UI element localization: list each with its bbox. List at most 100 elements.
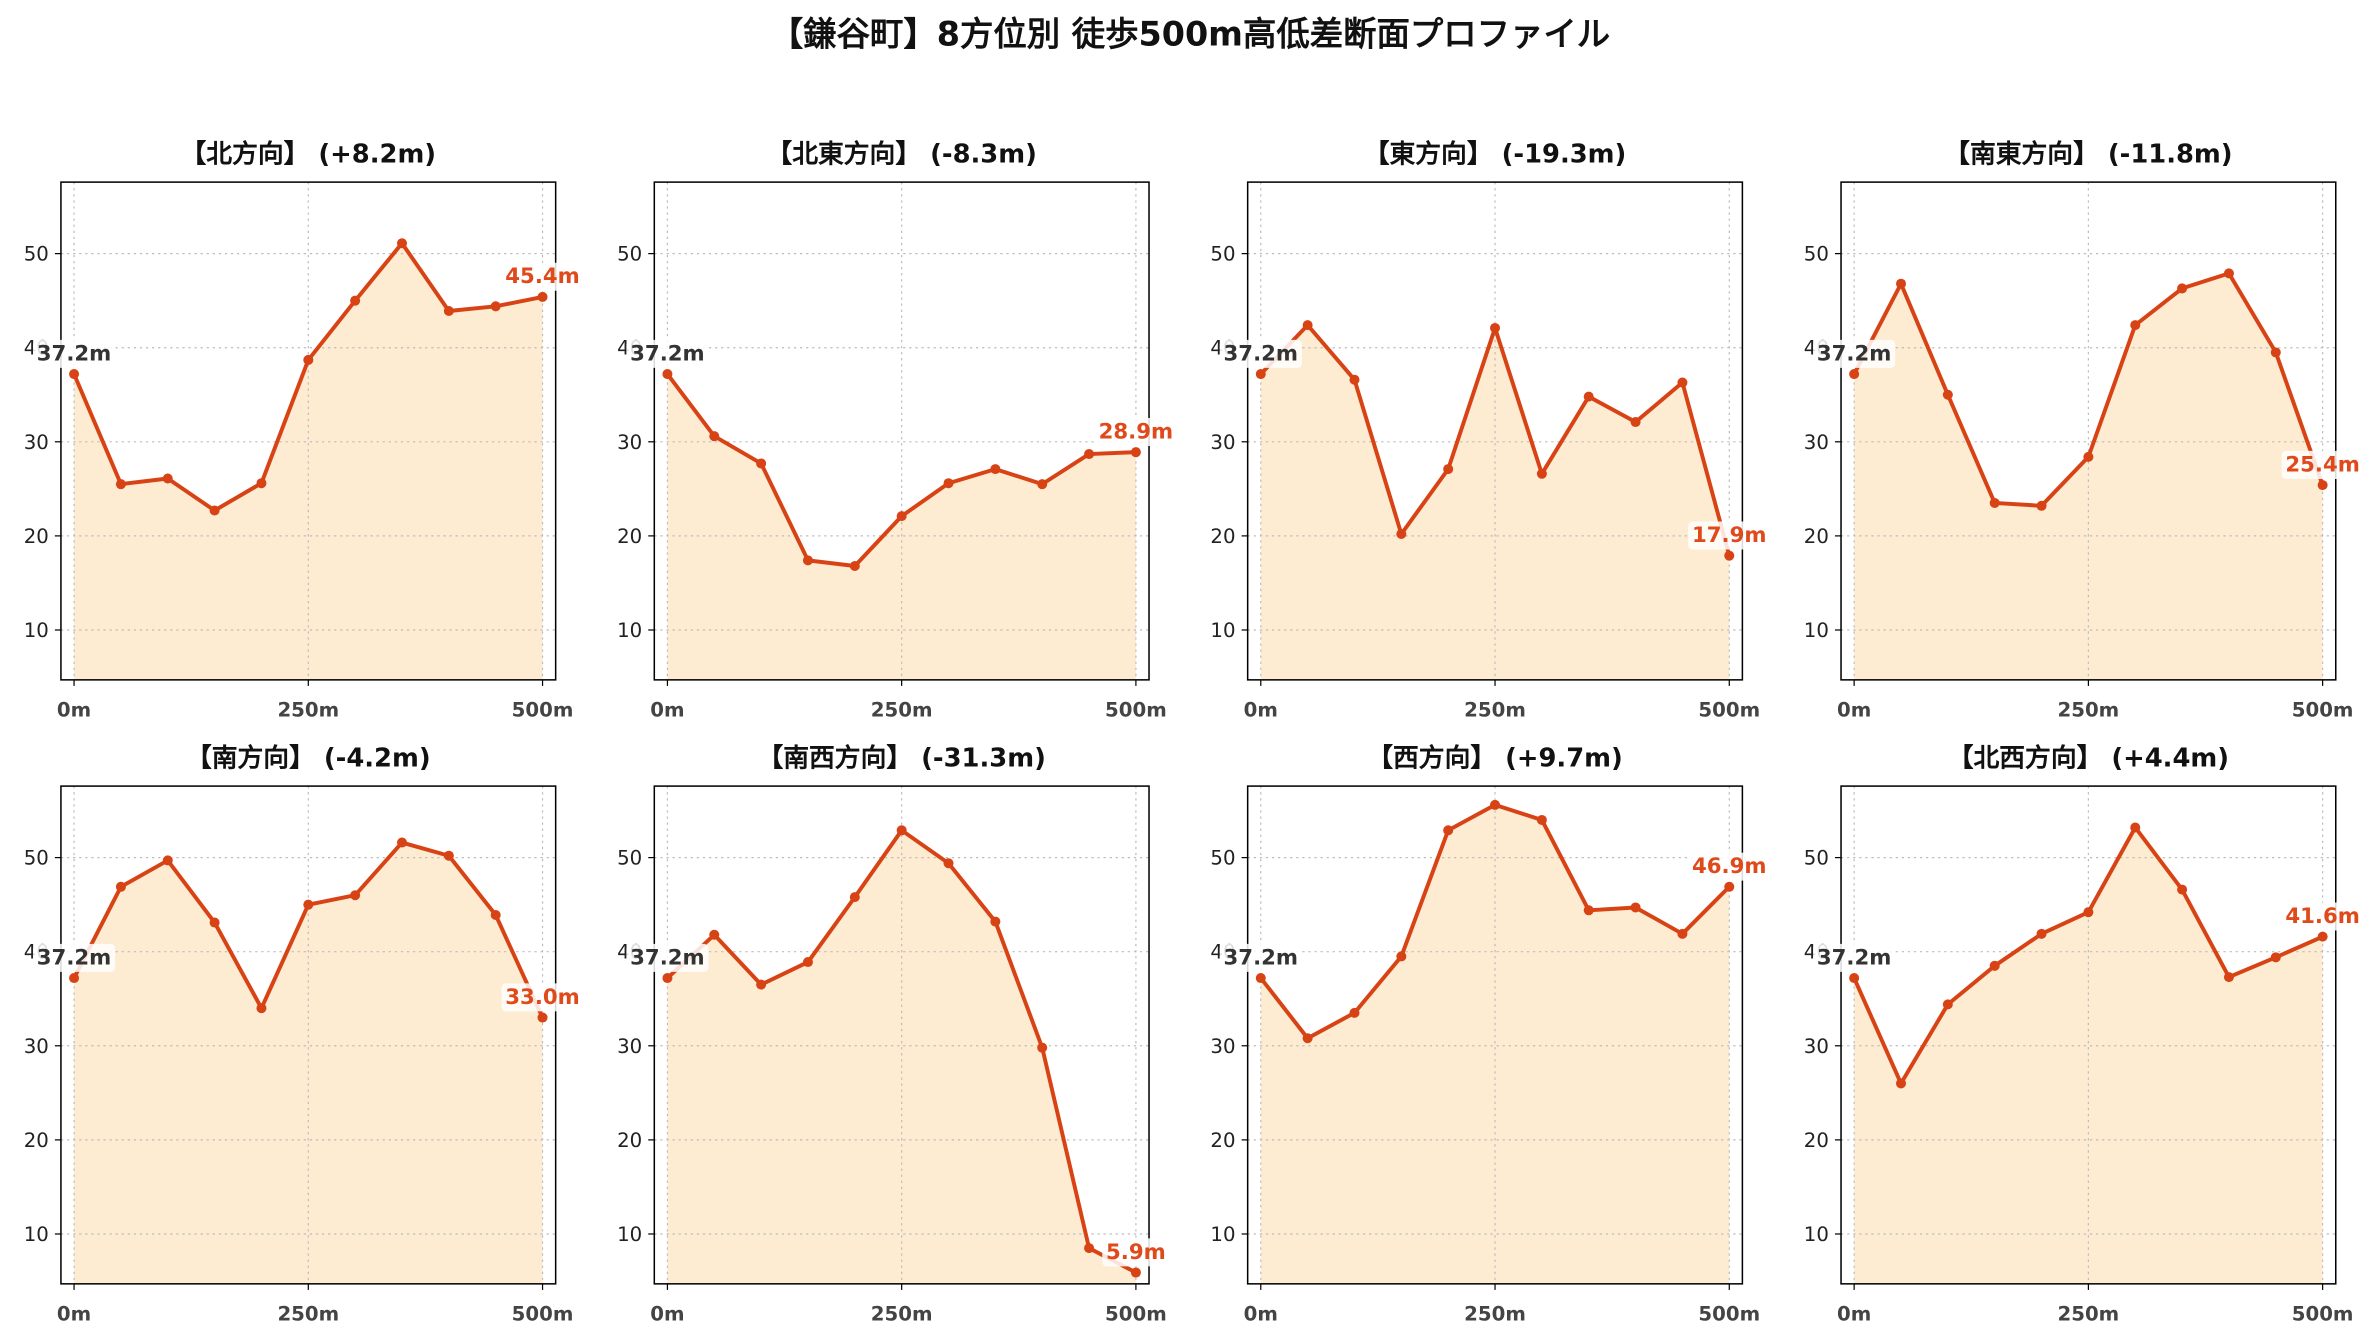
x-tick-label: 250m bbox=[277, 698, 339, 721]
subplot-title: 【北方向】 (+8.2m) bbox=[181, 138, 437, 169]
y-tick-label: 30 bbox=[1804, 431, 1829, 454]
elevation-area bbox=[1854, 273, 2323, 680]
subplot-grid: 【北方向】 (+8.2m)10203040500m250m500m37.2m45… bbox=[24, 138, 2364, 1325]
subplot-title: 【南東方向】 (-11.8m) bbox=[1944, 138, 2232, 169]
data-point bbox=[1989, 497, 2000, 508]
data-point bbox=[1255, 369, 1266, 380]
y-tick-label: 20 bbox=[1804, 525, 1829, 548]
data-point bbox=[2130, 320, 2141, 331]
data-point bbox=[802, 957, 813, 968]
y-tick-label: 30 bbox=[24, 431, 49, 454]
subplot-title: 【南方向】 (-4.2m) bbox=[186, 742, 431, 773]
data-point bbox=[303, 899, 314, 910]
data-point bbox=[849, 892, 860, 903]
axes-frame bbox=[1840, 181, 2337, 681]
y-tick-label: 50 bbox=[1210, 243, 1235, 266]
data-point bbox=[1443, 464, 1454, 475]
start-label-box bbox=[32, 943, 116, 972]
data-point bbox=[1536, 468, 1547, 479]
data-point bbox=[990, 916, 1001, 927]
start-label: 37.2m bbox=[630, 341, 705, 366]
y-tick-label: 20 bbox=[1210, 525, 1235, 548]
start-label: 37.2m bbox=[1224, 341, 1299, 366]
data-point bbox=[69, 973, 80, 984]
end-label-box bbox=[2281, 450, 2364, 479]
subplot-title: 【西方向】 (+9.7m) bbox=[1367, 742, 1623, 773]
y-tick-label: 20 bbox=[1804, 1129, 1829, 1152]
data-point bbox=[943, 858, 954, 869]
data-point bbox=[2083, 907, 2094, 918]
end-label: 46.9m bbox=[1692, 854, 1767, 879]
data-point bbox=[1443, 825, 1454, 836]
y-tick-label: 20 bbox=[617, 1129, 642, 1152]
x-tick-label: 500m bbox=[2292, 1302, 2354, 1325]
x-tick-label: 250m bbox=[871, 698, 933, 721]
data-point bbox=[709, 431, 720, 442]
data-point bbox=[1084, 449, 1095, 460]
y-tick-label: 10 bbox=[617, 1223, 642, 1246]
x-tick-label: 250m bbox=[2058, 1302, 2120, 1325]
data-point bbox=[2130, 822, 2141, 833]
y-tick-label: 50 bbox=[24, 847, 49, 870]
end-label-box bbox=[1688, 521, 1771, 550]
data-point bbox=[1255, 973, 1266, 984]
data-point bbox=[2223, 972, 2234, 983]
data-point bbox=[2083, 451, 2094, 462]
data-point bbox=[1989, 960, 2000, 971]
data-point bbox=[943, 478, 954, 489]
data-point bbox=[1349, 374, 1360, 385]
data-point bbox=[396, 238, 408, 249]
data-point bbox=[256, 1003, 267, 1014]
data-point bbox=[1349, 1007, 1360, 1018]
end-label: 41.6m bbox=[2285, 904, 2360, 929]
y-tick-label: 10 bbox=[1210, 619, 1235, 642]
subplot-southwest: 【南西方向】 (-31.3m)10203040500m250m500m37.2m… bbox=[617, 742, 1170, 1325]
end-label-box bbox=[1688, 852, 1771, 881]
y-tick-label: 50 bbox=[617, 243, 642, 266]
data-point bbox=[1677, 377, 1688, 388]
data-point bbox=[443, 850, 454, 861]
y-tick-label: 50 bbox=[1210, 847, 1235, 870]
end-label: 25.4m bbox=[2285, 452, 2360, 477]
start-label: 37.2m bbox=[1224, 945, 1299, 970]
end-label-box bbox=[501, 262, 584, 291]
start-label-box bbox=[1813, 943, 1896, 972]
x-tick-label: 250m bbox=[2058, 698, 2120, 721]
x-tick-label: 500m bbox=[1105, 698, 1167, 721]
elevation-area bbox=[1854, 827, 2323, 1284]
data-point bbox=[2036, 928, 2047, 939]
start-label-box bbox=[1813, 339, 1896, 368]
end-label-box bbox=[1094, 417, 1177, 447]
data-point bbox=[2036, 500, 2047, 511]
end-label-box bbox=[501, 983, 584, 1012]
y-tick-label: 20 bbox=[1210, 1129, 1235, 1152]
subplot-northwest: 【北西方向】 (+4.4m)10203040500m250m500m37.2m4… bbox=[1804, 742, 2364, 1325]
data-point bbox=[1037, 479, 1048, 490]
data-point bbox=[1084, 1243, 1095, 1254]
end-label: 33.0m bbox=[505, 985, 580, 1010]
subplot-title: 【東方向】 (-19.3m) bbox=[1364, 138, 1627, 169]
data-point bbox=[396, 837, 408, 848]
y-tick-label: 30 bbox=[24, 1035, 49, 1058]
subplot-title: 【北東方向】 (-8.3m) bbox=[766, 138, 1036, 169]
data-point bbox=[1490, 799, 1501, 810]
data-point bbox=[209, 917, 220, 928]
data-point bbox=[1490, 322, 1501, 333]
data-point bbox=[209, 505, 220, 516]
start-label-box bbox=[1219, 943, 1302, 972]
data-point bbox=[896, 825, 907, 836]
data-point bbox=[1630, 417, 1641, 428]
subplot-title: 【北西方向】 (+4.4m) bbox=[1948, 742, 2229, 773]
data-point bbox=[1630, 902, 1641, 913]
data-point bbox=[1942, 999, 1953, 1010]
data-point bbox=[1583, 391, 1594, 402]
data-point bbox=[2177, 283, 2188, 294]
start-label: 37.2m bbox=[1817, 945, 1892, 970]
elevation-area bbox=[667, 830, 1136, 1284]
data-point bbox=[662, 369, 673, 380]
y-tick-label: 30 bbox=[1210, 1035, 1235, 1058]
start-label-box bbox=[626, 339, 709, 368]
end-label-box bbox=[1102, 1238, 1170, 1267]
subplot-title: 【南西方向】 (-31.3m) bbox=[757, 742, 1045, 773]
